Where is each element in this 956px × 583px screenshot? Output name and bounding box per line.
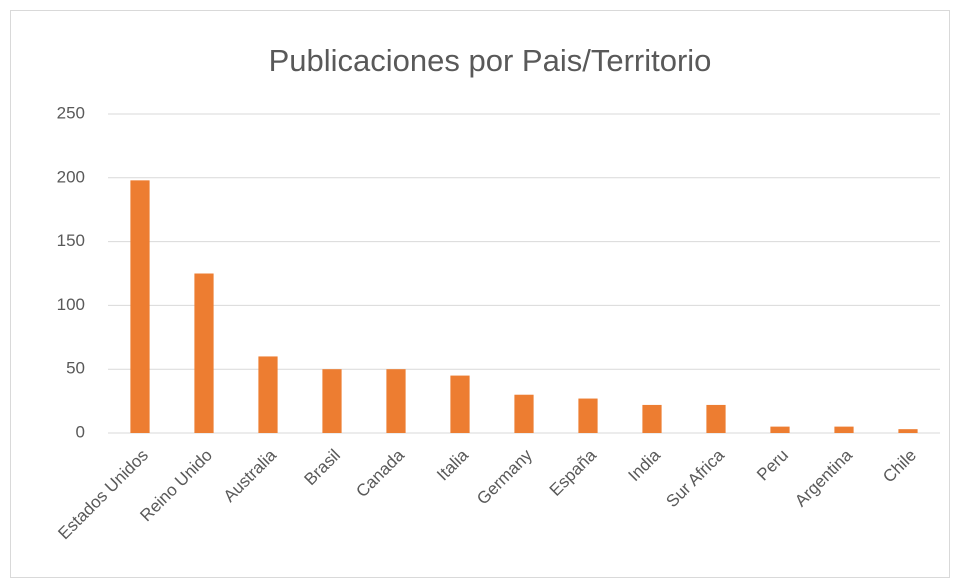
bar — [130, 180, 150, 433]
bar — [386, 369, 406, 433]
bar — [706, 404, 726, 433]
bar — [450, 375, 470, 433]
y-tick-label: 100 — [57, 295, 85, 314]
y-tick-label: 50 — [66, 359, 85, 378]
chart-border — [10, 10, 950, 578]
bar — [834, 426, 854, 433]
bar — [514, 394, 534, 433]
y-tick-label: 200 — [57, 167, 85, 186]
bar — [770, 426, 790, 433]
bar — [322, 369, 342, 433]
y-tick-label: 0 — [76, 422, 85, 441]
bar — [578, 398, 598, 433]
bar — [898, 429, 918, 433]
chart-title: Publicaciones por Pais/Territorio — [269, 43, 712, 78]
y-tick-label: 150 — [57, 231, 85, 250]
bar — [258, 356, 278, 433]
bar — [194, 273, 214, 433]
y-tick-label: 250 — [57, 103, 85, 122]
bar — [642, 404, 662, 433]
